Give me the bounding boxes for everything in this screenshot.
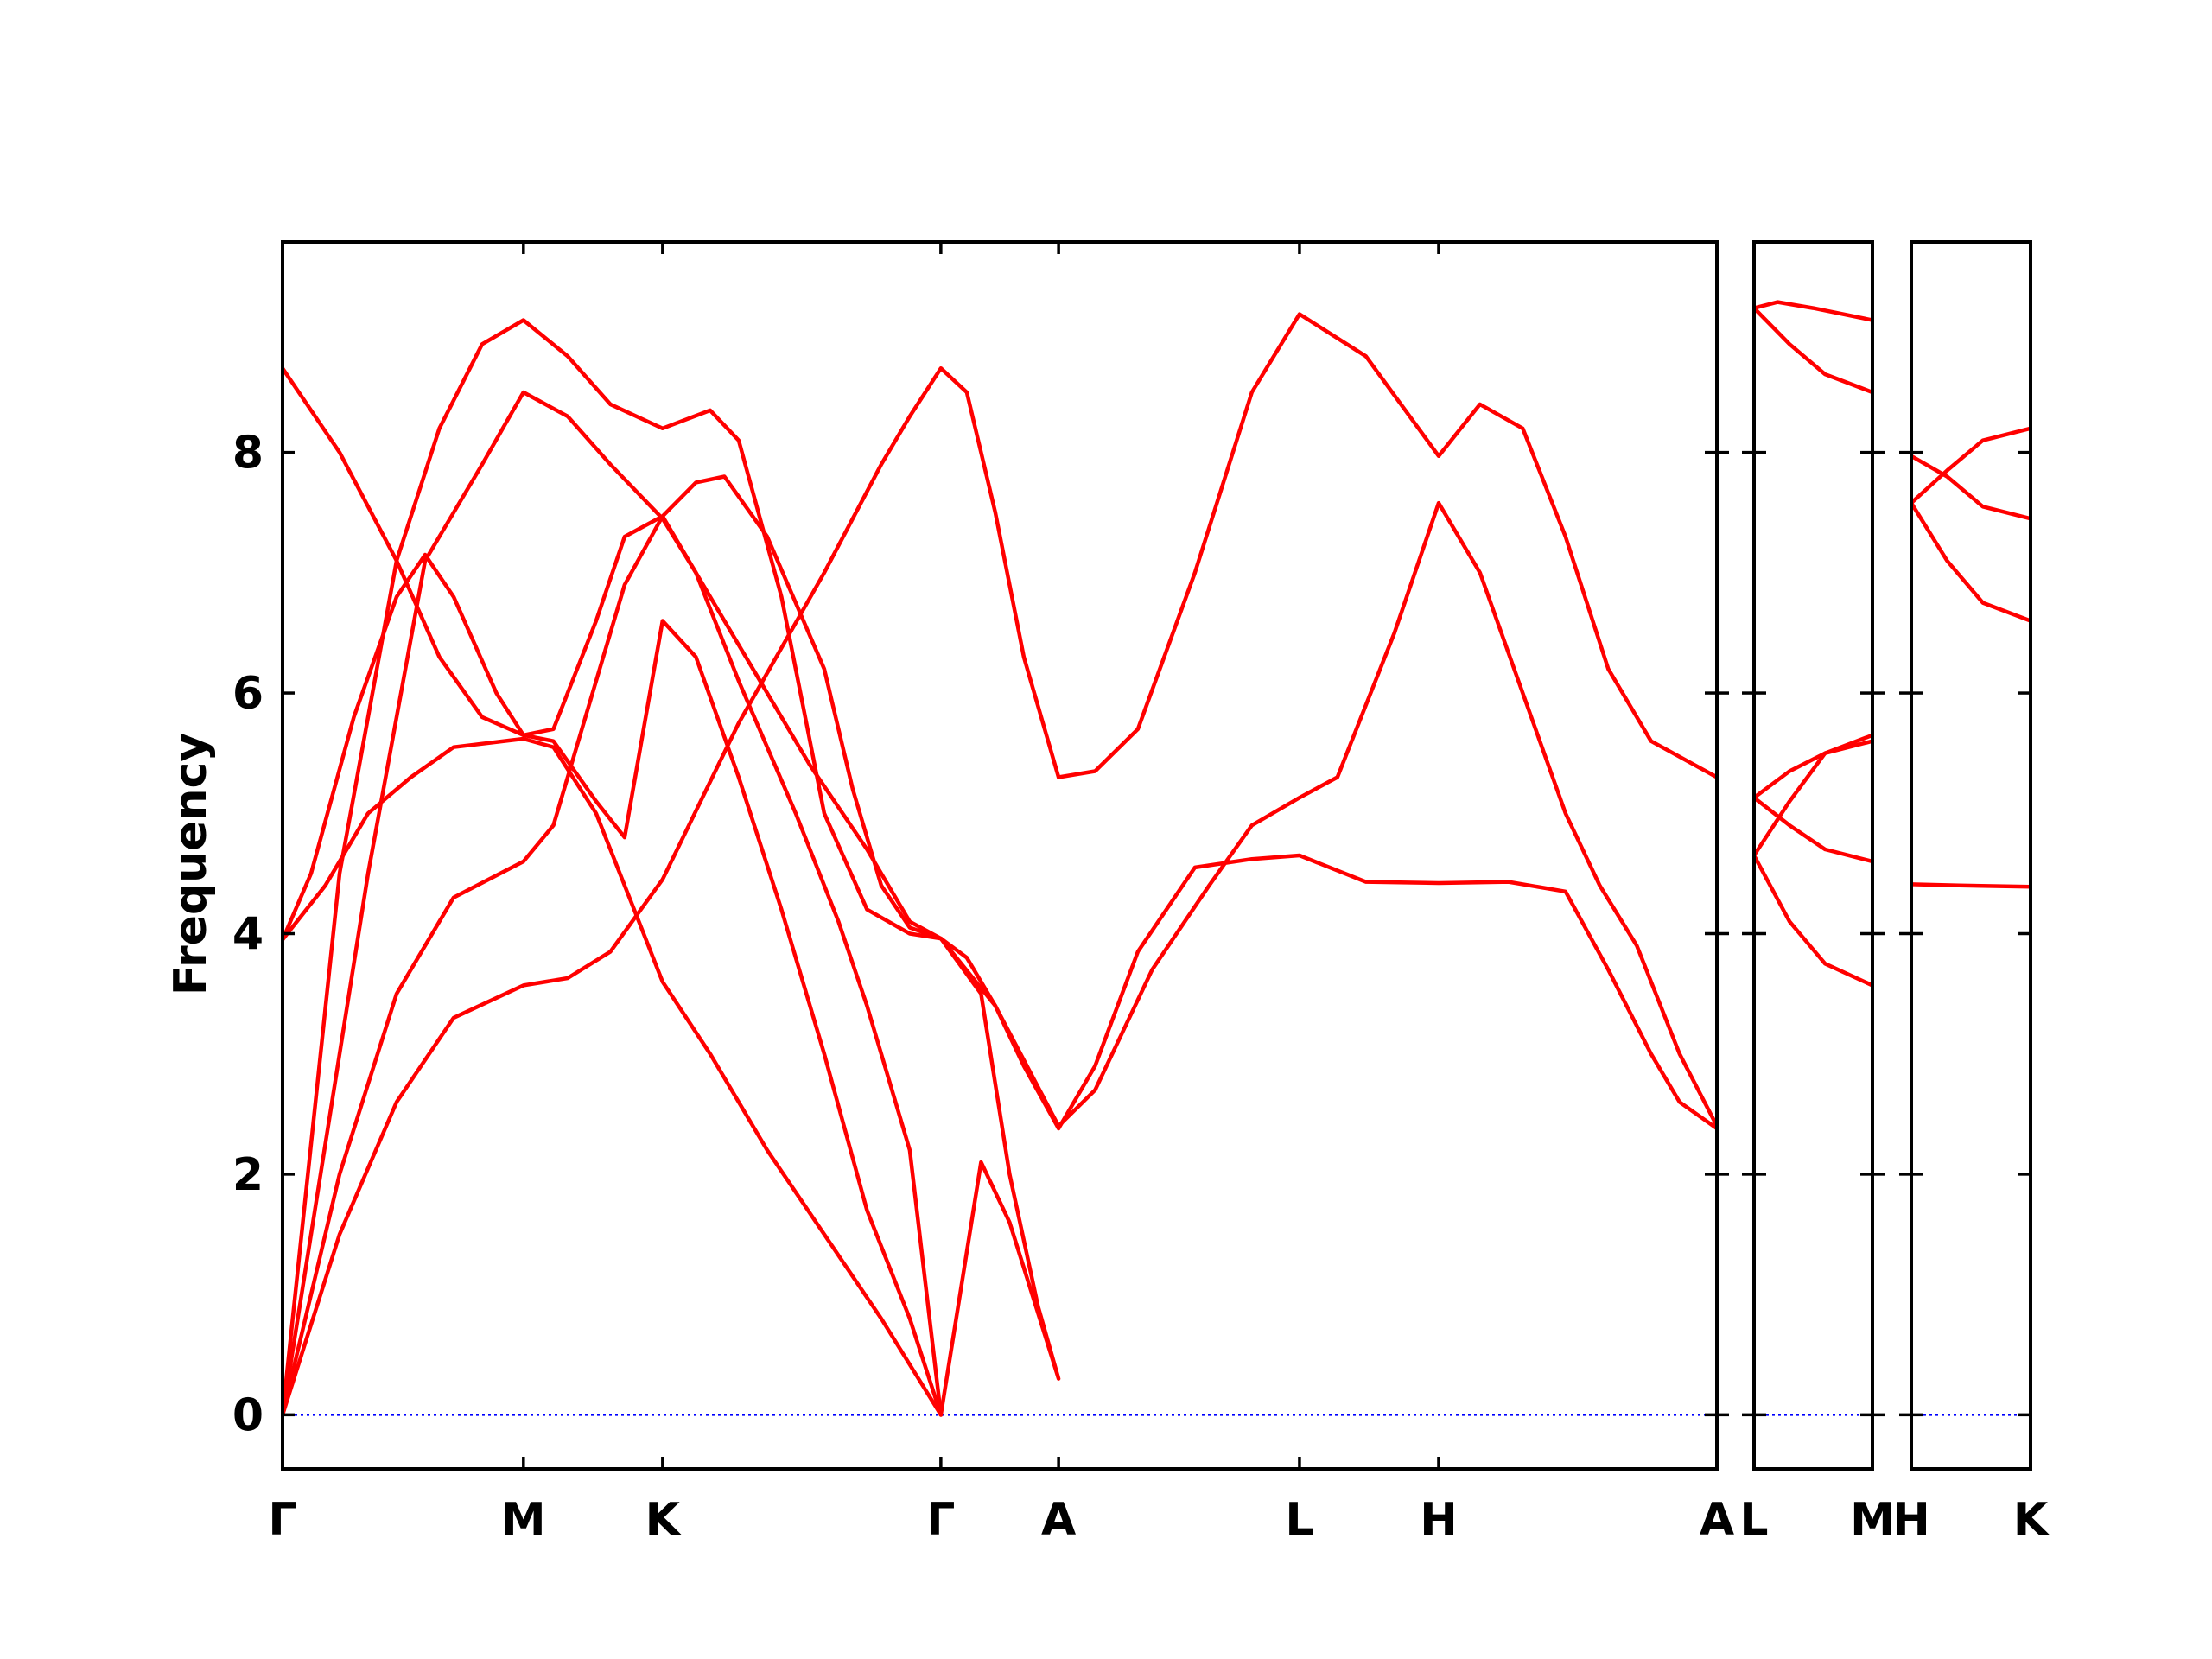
phonon-band-1 bbox=[283, 312, 1717, 1417]
y-tick-label: 8 bbox=[232, 428, 264, 480]
phonon-band-4 bbox=[1754, 795, 1872, 864]
x-tick-label: L bbox=[1285, 1494, 1313, 1546]
panel-frame bbox=[1752, 240, 1874, 1471]
x-tick-label: H bbox=[1892, 1494, 1930, 1546]
phonon-band-2 bbox=[283, 474, 1717, 1417]
phonon-band-1 bbox=[1754, 300, 1872, 322]
phonon-band-2 bbox=[1754, 306, 1872, 395]
phonon-band-5 bbox=[283, 514, 944, 1417]
band-group bbox=[1911, 426, 2031, 889]
phonon-band-3 bbox=[1911, 500, 2031, 623]
phonon-band-4 bbox=[1911, 882, 2031, 889]
panel-frame bbox=[1910, 240, 2032, 1471]
x-tick-label: M bbox=[501, 1494, 546, 1546]
x-tick-label: Γ bbox=[926, 1494, 955, 1546]
phonon-band-5 bbox=[1754, 733, 1872, 858]
phonon-band-3 bbox=[283, 390, 1717, 1417]
x-tick-label: Γ bbox=[268, 1494, 296, 1546]
phonon-band-3 bbox=[1754, 739, 1872, 800]
phonon-band-6 bbox=[283, 365, 944, 1417]
phonon-band-6 bbox=[1754, 853, 1872, 988]
x-tick-label: A bbox=[1700, 1494, 1734, 1546]
x-tick-label: H bbox=[1420, 1494, 1458, 1546]
phonon-band-2 bbox=[1911, 454, 2031, 521]
phonon-band-1 bbox=[1911, 426, 2031, 505]
panel-main: 0 2 4 6 8 Γ M K Γ A L H A bbox=[232, 240, 1734, 1546]
phonon-band-4 bbox=[283, 736, 944, 1417]
band-group bbox=[1754, 300, 1872, 988]
x-tick-label: K bbox=[645, 1494, 682, 1546]
panel-frame bbox=[281, 240, 1719, 1471]
x-tick-label: K bbox=[2013, 1494, 2050, 1546]
x-tick-label: M bbox=[1850, 1494, 1895, 1546]
y-axis-label: Frequency bbox=[165, 733, 217, 995]
x-tick-label: L bbox=[1739, 1494, 1768, 1546]
y-tick-label: 2 bbox=[232, 1149, 264, 1201]
band-group bbox=[283, 312, 1717, 1417]
y-tick-label: 6 bbox=[232, 668, 264, 720]
y-tick-label: 0 bbox=[232, 1389, 264, 1441]
phonon-band-7 bbox=[283, 318, 1061, 1417]
x-tick-label: A bbox=[1041, 1494, 1076, 1546]
y-tick-label: 4 bbox=[232, 908, 264, 960]
